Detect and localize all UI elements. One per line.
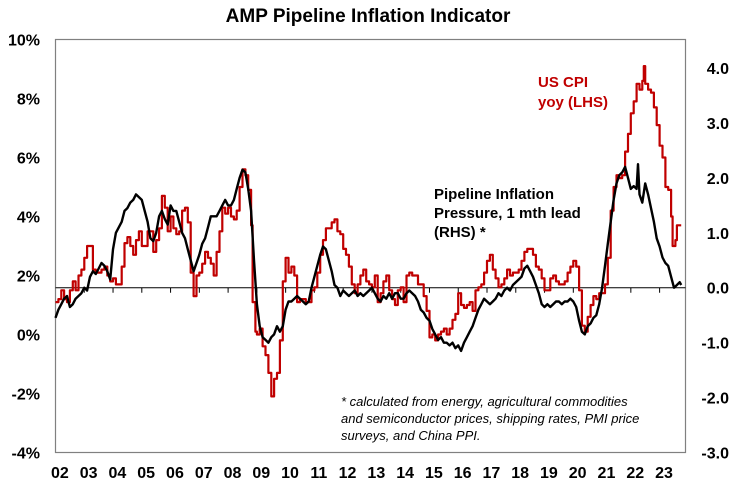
right-tick-label: -1.0 (701, 336, 729, 353)
left-tick-label: 6% (17, 151, 40, 168)
x-tick-label: 20 (569, 465, 587, 482)
x-tick-label: 12 (339, 465, 357, 482)
right-tick-label: 3.0 (707, 116, 729, 133)
right-tick-label: 1.0 (707, 226, 729, 243)
left-tick-label: -4% (12, 446, 40, 463)
right-tick-label: 4.0 (707, 61, 729, 78)
legend-label-pipeline: Pipeline Inflation Pressure, 1 mth lead … (434, 186, 581, 241)
footnote-line1: * calculated from energy, agricultural c… (341, 394, 628, 409)
x-tick-label: 18 (511, 465, 529, 482)
x-tick-label: 17 (482, 465, 500, 482)
legend-label-us-cpi-line2: yoy (LHS) (538, 94, 608, 111)
x-tick-label: 23 (655, 465, 673, 482)
right-tick-label: 2.0 (707, 171, 729, 188)
x-tick-label: 02 (51, 465, 69, 482)
plot-area (54, 38, 687, 454)
series-line-pipeline-inflation (54, 163, 683, 353)
x-tick-label: 07 (195, 465, 213, 482)
legend-label-us-cpi-line1: US CPI (538, 74, 588, 91)
right-tick-label: 0.0 (707, 281, 729, 298)
left-tick-label: 0% (17, 328, 40, 345)
x-tick-label: 15 (425, 465, 443, 482)
right-tick-label: -3.0 (701, 446, 729, 463)
x-tick-label: 08 (224, 465, 242, 482)
series-line-us-cpi (55, 65, 682, 398)
x-tick-label: 04 (109, 465, 127, 482)
x-axis: 02 03 04 05 06 07 08 09 10 11 12 13 14 15 16 17 18 19 20 21… (51, 465, 673, 482)
right-axis: 4.0 3.0 2.0 1.0 0.0 -1.0 -2.0 -3.0 (701, 61, 729, 462)
x-tick-label: 06 (166, 465, 184, 482)
left-tick-label: -2% (12, 387, 40, 404)
legend-label-pipeline-line1: Pipeline Inflation (434, 186, 554, 203)
x-tick-label: 03 (80, 465, 98, 482)
x-tick-label: 05 (137, 465, 155, 482)
legend-label-pipeline-line3: (RHS) * (434, 224, 486, 241)
footnote-line3: surveys, and China PPI. (341, 428, 480, 443)
right-tick-label: -2.0 (701, 391, 729, 408)
left-axis: 10% 8% 6% 4% 2% 0% -2% -4% (8, 33, 40, 463)
x-tick-label: 10 (281, 465, 299, 482)
x-tick-label: 16 (454, 465, 472, 482)
left-tick-label: 10% (8, 33, 40, 50)
x-tick-label: 13 (367, 465, 385, 482)
x-tick-label: 11 (310, 465, 327, 482)
x-tick-label: 21 (598, 465, 616, 482)
left-tick-label: 2% (17, 269, 40, 286)
left-tick-label: 4% (17, 210, 40, 227)
legend-label-us-cpi: US CPI yoy (LHS) (538, 74, 608, 111)
legend-label-pipeline-line2: Pressure, 1 mth lead (434, 205, 581, 222)
x-tick-label: 19 (540, 465, 558, 482)
footnote: * calculated from energy, agricultural c… (341, 394, 639, 443)
x-tick-label: 22 (626, 465, 644, 482)
x-tick-label: 14 (396, 465, 414, 482)
footnote-line2: and semiconductor prices, shipping rates… (341, 411, 639, 426)
x-tick-label: 09 (252, 465, 270, 482)
left-tick-label: 8% (17, 92, 40, 109)
chart-title: AMP Pipeline Inflation Indicator (226, 6, 511, 27)
